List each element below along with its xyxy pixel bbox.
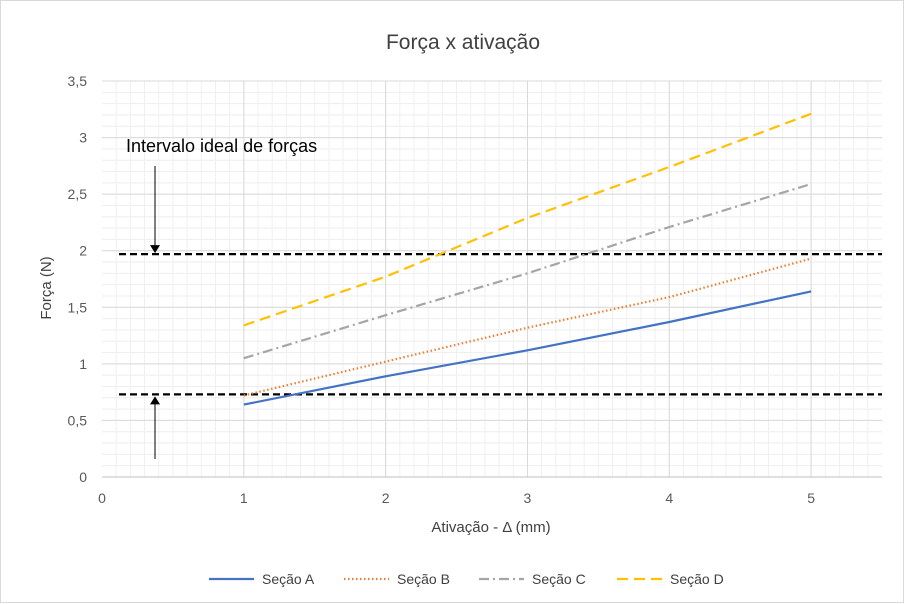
y-axis-label: Força (N): [38, 256, 55, 319]
y-tick-label: 2: [79, 243, 87, 259]
annotation-arrows: [150, 166, 160, 459]
series-layer: [243, 112, 812, 406]
series-line: [243, 182, 812, 360]
legend: Seção A Seção B Seção C Seção D: [209, 571, 724, 587]
legend-label: Seção B: [397, 571, 450, 587]
y-tick-label: 1,5: [68, 299, 88, 315]
x-tick-label: 1: [240, 490, 248, 506]
y-tick-label: 1: [79, 356, 87, 372]
x-tick-label: 4: [665, 490, 673, 506]
annotation-arrowhead-down: [150, 245, 160, 254]
y-tick-label: 2,5: [68, 186, 88, 202]
x-tick-label: 2: [382, 490, 390, 506]
reference-lines: [119, 253, 882, 396]
y-tick-label: 3,5: [68, 73, 88, 89]
legend-label: Seção D: [670, 571, 724, 587]
y-tick-label: 3: [79, 130, 87, 146]
y-tick-label: 0: [79, 469, 87, 485]
grid-layer: [102, 80, 882, 478]
x-tick-label: 3: [524, 490, 532, 506]
annotation-arrowhead-up: [150, 396, 160, 405]
series-line: [243, 290, 812, 406]
x-tick-label: 0: [98, 490, 106, 506]
legend-label: Seção C: [532, 571, 586, 587]
chart-title: Força x ativação: [386, 31, 540, 54]
x-axis-label: Ativação - Δ (mm): [431, 519, 550, 536]
axis-layer: 0 1 2 3 4 5 0 0,5 1 1,5 2 2,5 3 3,5: [68, 73, 882, 506]
series-line: [243, 257, 812, 397]
y-tick-label: 0,5: [68, 412, 88, 428]
x-tick-label: 5: [807, 490, 815, 506]
legend-label: Seção A: [262, 571, 315, 587]
annotation-text: Intervalo ideal de forças: [126, 136, 317, 156]
